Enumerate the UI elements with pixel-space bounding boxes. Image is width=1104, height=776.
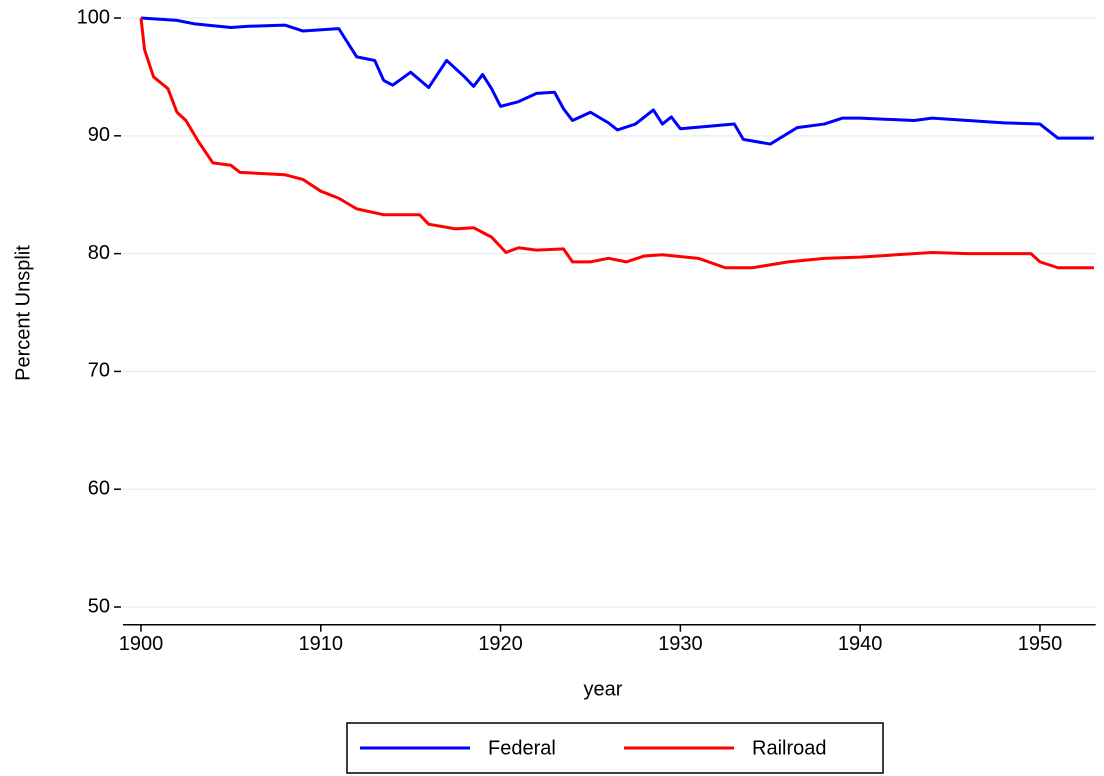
legend-label: Federal <box>488 737 556 759</box>
y-tick-label: 60 <box>88 478 110 500</box>
y-tick-label: 80 <box>88 242 110 264</box>
y-axis-title: Percent Unsplit <box>12 245 34 381</box>
x-tick-label: 1940 <box>838 633 883 655</box>
legend-box <box>346 722 884 774</box>
series-line <box>139 17 1094 270</box>
x-tick-label: 1920 <box>478 633 523 655</box>
x-tick-label: 1930 <box>658 633 703 655</box>
x-axis-title: year <box>584 678 623 700</box>
y-tick-label: 100 <box>77 6 110 28</box>
legend-label: Railroad <box>752 737 826 759</box>
y-tick-label: 90 <box>88 124 110 146</box>
x-tick-label: 1950 <box>1018 633 1063 655</box>
y-tick-label: 70 <box>88 360 110 382</box>
x-tick-label: 1900 <box>119 633 164 655</box>
x-tick-label: 1910 <box>299 633 344 655</box>
y-tick-label: 50 <box>88 595 110 617</box>
series-line <box>140 16 1094 146</box>
